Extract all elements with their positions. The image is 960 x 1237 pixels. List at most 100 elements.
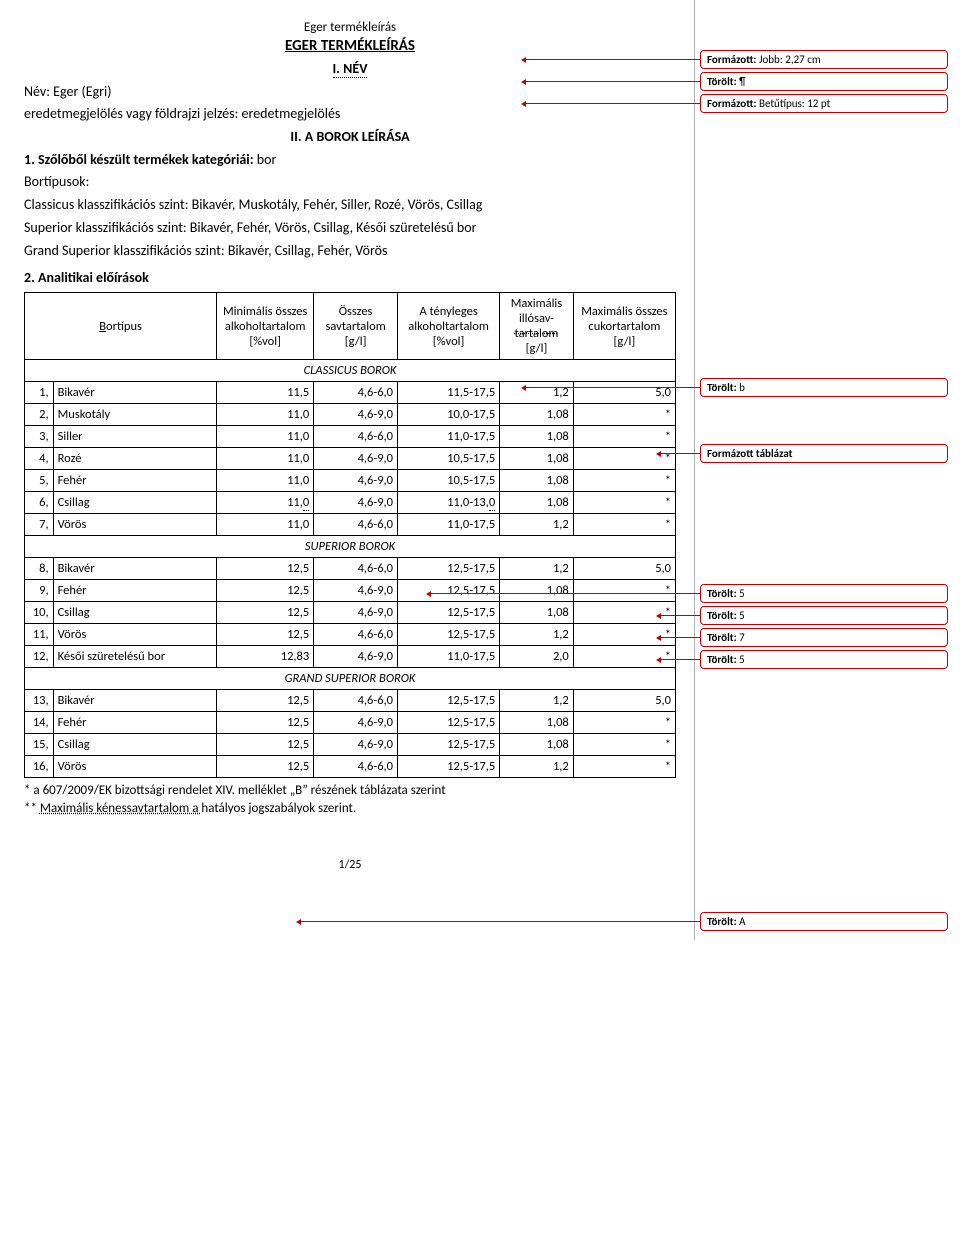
table-section-title: CLASSICUS BOROK — [25, 360, 676, 382]
table-section-title: GRAND SUPERIOR BOROK — [25, 668, 676, 690]
cell-index: 6, — [25, 492, 54, 514]
name-line: Név: Eger (Egri) — [24, 83, 676, 102]
callout-label: Törölt: — [707, 75, 737, 88]
cell-sugar: * — [573, 470, 675, 492]
th-type: Bortípus — [25, 293, 217, 360]
th-volatile: Maximális illósav-tartalom [g/l] — [500, 293, 574, 360]
cell-actual-alc: 12,5-17,5 — [398, 602, 500, 624]
comment-callout: Törölt: 5 — [700, 606, 948, 625]
leader-line — [525, 81, 700, 82]
cell-index: 12, — [25, 646, 54, 668]
cell-actual-alc: 10,5-17,5 — [398, 470, 500, 492]
cell-volatile: 1,2 — [500, 756, 574, 778]
callout-label: Törölt: — [707, 609, 737, 622]
cell-min-alc: 11,0 — [217, 426, 314, 448]
cell-min-alc: 11,0 — [217, 514, 314, 536]
section-2: II. A BOROK LEÍRÁSA — [290, 128, 409, 145]
callout-text: Betűtípus: 12 pt — [756, 97, 830, 110]
cell-min-alc: 11,0 — [217, 492, 314, 514]
cell-min-alc: 11,0 — [217, 448, 314, 470]
table-row: 15,Csillag12,54,6-9,012,5-17,51,08* — [25, 734, 676, 756]
cell-sugar: 5,0 — [573, 382, 675, 404]
page-number: 1/25 — [24, 858, 676, 872]
comment-callout: Törölt: 7 — [700, 628, 948, 647]
callout-text: b — [737, 381, 745, 394]
comment-callout: Formázott: Betűtípus: 12 pt — [700, 94, 948, 113]
fn2-pre: ** — [24, 801, 40, 816]
cell-volatile: 1,08 — [500, 426, 574, 448]
comment-callout: Törölt: b — [700, 378, 948, 397]
cell-name: Késői szüretelésű bor — [53, 646, 217, 668]
cell-index: 7, — [25, 514, 54, 536]
table-row: 6,Csillag11,04,6-9,011,0-13,01,08* — [25, 492, 676, 514]
cell-volatile: 1,08 — [500, 470, 574, 492]
leader-line — [430, 593, 700, 594]
comment-callout: Törölt: ¶ — [700, 72, 948, 91]
leader-line — [660, 659, 700, 660]
cell-index: 1, — [25, 382, 54, 404]
cell-acid: 4,6-6,0 — [314, 624, 398, 646]
callout-label: Törölt: — [707, 587, 737, 600]
cell-min-alc: 12,5 — [217, 756, 314, 778]
cell-min-alc: 11,5 — [217, 382, 314, 404]
table-row: 1,Bikavér11,54,6-6,011,5-17,51,25,0 — [25, 382, 676, 404]
cell-actual-alc: 10,5-17,5 — [398, 448, 500, 470]
table-row: 5,Fehér11,04,6-9,010,5-17,51,08* — [25, 470, 676, 492]
cell-actual-alc: 12,5-17,5 — [398, 734, 500, 756]
cell-min-alc: 12,5 — [217, 580, 314, 602]
section-1-label: I. NÉV — [333, 60, 368, 78]
cell-acid: 4,6-6,0 — [314, 514, 398, 536]
cell-sugar: * — [573, 580, 675, 602]
callout-text: 7 — [737, 631, 745, 644]
cell-volatile: 1,2 — [500, 514, 574, 536]
leader-line — [300, 921, 700, 922]
callout-label: Törölt: — [707, 381, 737, 394]
cell-acid: 4,6-9,0 — [314, 404, 398, 426]
cell-min-alc: 12,5 — [217, 602, 314, 624]
cell-volatile: 1,2 — [500, 382, 574, 404]
cell-sugar: * — [573, 426, 675, 448]
cell-name: Csillag — [53, 492, 217, 514]
cat1-l1: Bortípusok: — [24, 173, 676, 192]
cell-index: 3, — [25, 426, 54, 448]
callout-label: Formázott táblázat — [707, 447, 792, 460]
cell-name: Muskotály — [53, 404, 217, 426]
cell-min-alc: 11,0 — [217, 470, 314, 492]
cell-min-alc: 12,5 — [217, 734, 314, 756]
cell-acid: 4,6-6,0 — [314, 558, 398, 580]
cell-sugar: * — [573, 514, 675, 536]
cell-sugar: 5,0 — [573, 690, 675, 712]
th-type-initial: B — [99, 319, 106, 334]
cell-index: 9, — [25, 580, 54, 602]
cell-acid: 4,6-9,0 — [314, 470, 398, 492]
cell-acid: 4,6-9,0 — [314, 734, 398, 756]
cell-sugar: * — [573, 492, 675, 514]
cell-name: Bikavér — [53, 558, 217, 580]
leader-line — [660, 615, 700, 616]
cell-name: Csillag — [53, 602, 217, 624]
cell-index: 10, — [25, 602, 54, 624]
cell-volatile: 1,08 — [500, 448, 574, 470]
callout-label: Törölt: — [707, 915, 737, 928]
table-row: 2,Muskotály11,04,6-9,010,0-17,51,08* — [25, 404, 676, 426]
cell-name: Vörös — [53, 624, 217, 646]
th-actual-alc: A tényleges alkoholtartalom [%vol] — [398, 293, 500, 360]
cell-name: Vörös — [53, 514, 217, 536]
table-row: 13,Bikavér12,54,6-6,012,5-17,51,25,0 — [25, 690, 676, 712]
cell-index: 11, — [25, 624, 54, 646]
header-title: EGER TERMÉKLEÍRÁS — [24, 37, 676, 57]
table-section-row: CLASSICUS BOROK — [25, 360, 676, 382]
cell-acid: 4,6-9,0 — [314, 580, 398, 602]
cell-sugar: * — [573, 734, 675, 756]
cell-index: 14, — [25, 712, 54, 734]
cell-acid: 4,6-6,0 — [314, 426, 398, 448]
cell-acid: 4,6-6,0 — [314, 756, 398, 778]
callout-label: Törölt: — [707, 653, 737, 666]
cell-volatile: 1,08 — [500, 602, 574, 624]
callout-text: 5 — [737, 609, 745, 622]
callout-text: ¶ — [737, 75, 746, 88]
leader-line — [525, 103, 700, 104]
cell-sugar: * — [573, 712, 675, 734]
leader-line — [660, 637, 700, 638]
section-2-wrap: II. A BOROK LEÍRÁSA — [24, 128, 676, 146]
